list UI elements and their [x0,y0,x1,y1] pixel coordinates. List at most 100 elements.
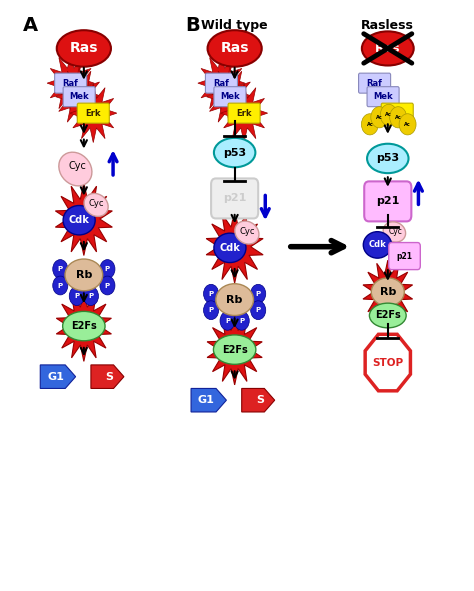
Text: p21: p21 [396,252,412,261]
Text: Ac: Ac [404,122,411,127]
Text: Ras: Ras [220,41,249,56]
Text: Mek: Mek [220,92,240,101]
Text: Cdk: Cdk [69,215,90,225]
Ellipse shape [371,278,404,306]
Ellipse shape [383,222,406,242]
Text: Rb: Rb [76,270,92,280]
Ellipse shape [213,335,256,364]
Circle shape [251,301,266,320]
Polygon shape [55,183,112,255]
Text: E2Fs: E2Fs [222,345,247,355]
Ellipse shape [363,232,392,258]
Text: Rb: Rb [380,287,396,297]
Text: Ac: Ac [385,112,392,118]
Polygon shape [206,210,263,283]
Polygon shape [47,54,94,112]
Circle shape [69,287,84,306]
Text: Ras: Ras [375,42,401,55]
Polygon shape [191,388,227,412]
Text: Rasless: Rasless [361,19,414,32]
Text: Ras: Ras [70,41,98,56]
Text: Cyc: Cyc [388,228,402,236]
Text: Cyc: Cyc [69,161,87,171]
Circle shape [234,311,249,330]
Circle shape [371,107,388,128]
FancyBboxPatch shape [77,103,109,123]
Text: Rb: Rb [227,295,243,304]
Polygon shape [40,365,76,388]
Circle shape [380,105,397,125]
Circle shape [100,259,115,278]
Text: P: P [58,266,63,272]
Polygon shape [365,335,410,391]
Circle shape [203,284,219,303]
Text: STOP: STOP [372,358,403,368]
Text: Mek: Mek [373,92,393,101]
Circle shape [251,284,266,303]
Text: p21: p21 [223,193,246,203]
Text: S: S [256,395,264,405]
Text: P: P [105,266,110,272]
FancyBboxPatch shape [55,73,87,93]
Text: S: S [105,372,113,382]
Ellipse shape [59,152,92,186]
Circle shape [220,311,235,330]
Polygon shape [207,314,262,385]
Text: P: P [255,307,261,313]
Ellipse shape [235,221,259,244]
Polygon shape [56,291,111,361]
Ellipse shape [208,30,262,67]
Circle shape [203,301,219,320]
Text: P: P [255,291,261,297]
Circle shape [399,113,416,135]
Text: G1: G1 [47,372,64,382]
Polygon shape [242,388,275,412]
Ellipse shape [57,30,111,67]
Text: Cdk: Cdk [369,241,386,249]
Text: E2Fs: E2Fs [71,321,97,331]
FancyBboxPatch shape [228,103,260,123]
FancyBboxPatch shape [214,87,246,107]
Polygon shape [206,67,254,126]
Ellipse shape [214,138,255,167]
Polygon shape [363,260,412,324]
Ellipse shape [362,31,414,66]
FancyBboxPatch shape [367,87,399,107]
Circle shape [100,276,115,295]
Text: P: P [88,293,93,299]
FancyBboxPatch shape [211,178,258,219]
Text: Cyc: Cyc [88,199,104,208]
FancyBboxPatch shape [381,103,413,123]
Text: P: P [74,293,79,299]
Text: P: P [209,307,214,313]
Text: Cdk: Cdk [219,243,240,253]
Text: Erk: Erk [390,109,405,118]
FancyBboxPatch shape [63,87,95,107]
Ellipse shape [63,206,95,235]
Ellipse shape [214,233,246,262]
Circle shape [390,107,407,128]
Text: A: A [23,16,38,35]
Circle shape [53,276,68,295]
Text: E2Fs: E2Fs [375,310,401,320]
Text: Erk: Erk [85,109,101,118]
Text: P: P [105,282,110,288]
Ellipse shape [369,303,406,328]
Text: Ac: Ac [395,115,401,120]
Text: Raf: Raf [213,79,229,87]
Circle shape [83,287,99,306]
Text: P: P [58,282,63,288]
Text: Raf: Raf [367,79,383,87]
Text: Raf: Raf [63,79,79,87]
Ellipse shape [84,193,108,216]
Polygon shape [91,365,124,388]
Text: p21: p21 [376,196,400,206]
Text: Erk: Erk [237,109,252,118]
Text: p53: p53 [223,148,246,158]
Ellipse shape [216,284,254,316]
Polygon shape [198,54,245,112]
Polygon shape [55,67,103,126]
FancyBboxPatch shape [205,73,237,93]
FancyBboxPatch shape [389,242,420,269]
Text: Ac: Ac [366,122,373,127]
